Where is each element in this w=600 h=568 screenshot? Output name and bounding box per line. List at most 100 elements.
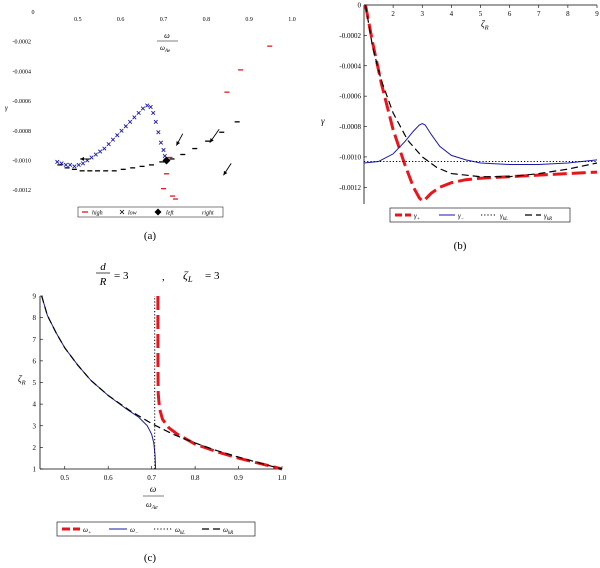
- low-point: [80, 161, 86, 166]
- legend-label-high: high: [92, 211, 103, 217]
- arrow-center-head: [176, 141, 180, 146]
- x-tick-label: 0.6: [104, 474, 113, 482]
- x-tick-label: 7: [537, 10, 541, 18]
- low-point: [72, 164, 77, 169]
- title-eq2: = 3: [205, 270, 220, 282]
- x-tick-label: 0.5: [74, 17, 82, 23]
- x-tick-label: 3: [421, 10, 425, 18]
- y-tick-label: -0.0006: [13, 99, 32, 105]
- low-point: [63, 162, 68, 168]
- y-axis-label: ζR: [18, 374, 26, 386]
- caption-a: (a): [143, 230, 157, 242]
- y-tick-label: -0.0008: [13, 129, 32, 135]
- title-eq1: = 3: [114, 270, 129, 282]
- low-point: [145, 103, 150, 108]
- low-point: [161, 147, 166, 153]
- y-tick-label: -0.0010: [339, 153, 361, 161]
- x-tick-label: 0: [32, 10, 35, 16]
- caption-c: (c): [143, 552, 157, 564]
- x-tick-label: 0.8: [203, 17, 211, 23]
- x-tick-label: 0.7: [160, 17, 168, 23]
- left-point: [162, 156, 171, 165]
- x-tick-label: 4: [450, 10, 454, 18]
- low-point: [148, 104, 153, 110]
- x-axis-label-numerator: ω: [164, 31, 170, 40]
- x-tick-label: 8: [566, 10, 570, 18]
- series-γ+: [364, 4, 598, 203]
- series-ω+: [156, 296, 283, 471]
- y-axis-label: γ: [321, 116, 325, 126]
- low-point: [151, 110, 156, 116]
- y-tick-label: -0.0008: [339, 123, 361, 131]
- x-tick-label: 5: [479, 10, 483, 18]
- title-zeta: ζL: [183, 268, 193, 284]
- y-tick-label: -0.0010: [13, 158, 32, 164]
- title-d: d: [100, 261, 106, 273]
- panel-a: 0.5 0.6 0.7 0.8 0.9 1.0 0 -0.0002 -0.0004 -0.0006…: [0, 0, 300, 240]
- chart-a: 0.5 0.6 0.7 0.8 0.9 1.0 0 -0.0002 -0.0004 -0.0006…: [5, 10, 296, 218]
- legend-label-0: ω+: [83, 526, 91, 536]
- low-point: [156, 130, 161, 135]
- low-point: [119, 128, 124, 133]
- y-tick-label: -0.0004: [13, 69, 32, 75]
- series-γkR: [364, 4, 598, 178]
- x-tick-label: 2: [391, 10, 395, 18]
- y-tick-label: 1: [33, 466, 37, 474]
- legend-box: [389, 207, 571, 223]
- low-point: [106, 141, 111, 147]
- x-tick-label: 0.8: [191, 474, 200, 482]
- legend-label-3: ωkR: [223, 526, 233, 536]
- x-axis-label: ζR: [481, 19, 489, 31]
- legend-label-left: left: [166, 210, 174, 217]
- panel-c: d R = 3, ζL = 3 0.5 0.6 0.7 0.8 0.9 1.0 1 2 3 4 5 6 7 8 9 ζR…: [0, 258, 300, 568]
- y-tick-label: -0.0004: [339, 62, 361, 70]
- low-point: [115, 133, 120, 138]
- caption-b: (b): [453, 240, 467, 252]
- legend-box: [56, 521, 256, 537]
- legend-label-1: γ−: [458, 212, 464, 222]
- legend-label-2: ωkL: [175, 526, 185, 536]
- x-tick-label: 0.9: [234, 474, 243, 482]
- x-axis-label-numerator: ω: [150, 484, 156, 494]
- low-point: [127, 119, 133, 124]
- y-tick-label: 4: [33, 401, 37, 409]
- low-point: [123, 124, 128, 129]
- arrow-upper-right-head: [209, 138, 214, 143]
- x-tick-label: 9: [595, 10, 599, 18]
- title-R: R: [99, 276, 107, 288]
- arrow-left-head: [79, 156, 85, 161]
- x-tick-label: 1.0: [278, 474, 287, 482]
- legend-label-low: low: [128, 211, 137, 217]
- y-tick-label: -0.0012: [13, 188, 32, 194]
- y-tick-label: -0.0002: [339, 32, 361, 40]
- series-γ−: [363, 122, 598, 165]
- chart-c: dR = 3, ζL = 3 0.5 0.6 0.7 0.8 0.9 1.0 1 2 3 4 5 6 7 8 9 ζR…: [18, 261, 287, 537]
- legend-label-right: right: [202, 211, 214, 217]
- low-point: [76, 162, 81, 168]
- chart-b: 2 3 4 5 6 7 8 9 0 -0.0002 -0.0004 -0.0006 -0.0008 -0.…: [321, 2, 599, 223]
- y-tick-label: 0: [358, 2, 362, 10]
- low-point: [93, 152, 98, 157]
- low-point: [110, 137, 116, 142]
- low-point: [158, 140, 164, 145]
- x-tick-label: 0.7: [147, 474, 156, 482]
- series-ωkR: [41, 295, 283, 470]
- legend-label-1: ω−: [130, 526, 138, 536]
- x-tick-label: 6: [508, 10, 512, 18]
- low-point: [102, 146, 107, 151]
- x-axis-label-denominator: ωAe: [160, 44, 171, 54]
- title-comma: ,: [162, 271, 165, 283]
- low-point: [97, 149, 103, 154]
- y-tick-label: 9: [33, 293, 37, 301]
- y-tick-label: -0.0006: [339, 93, 361, 101]
- legend-label-2: γkL: [500, 212, 508, 222]
- y-tick-label: 6: [33, 357, 37, 365]
- x-tick-label: 0.5: [60, 474, 69, 482]
- y-tick-label: -0.0012: [339, 184, 361, 192]
- low-point: [68, 162, 73, 168]
- low-point: [132, 115, 137, 120]
- x-axis-label-denominator: ωAe: [146, 500, 158, 511]
- legend-label-0: γ+: [414, 212, 420, 222]
- y-tick-label: 5: [33, 379, 37, 387]
- legend-marker-left: [154, 208, 162, 216]
